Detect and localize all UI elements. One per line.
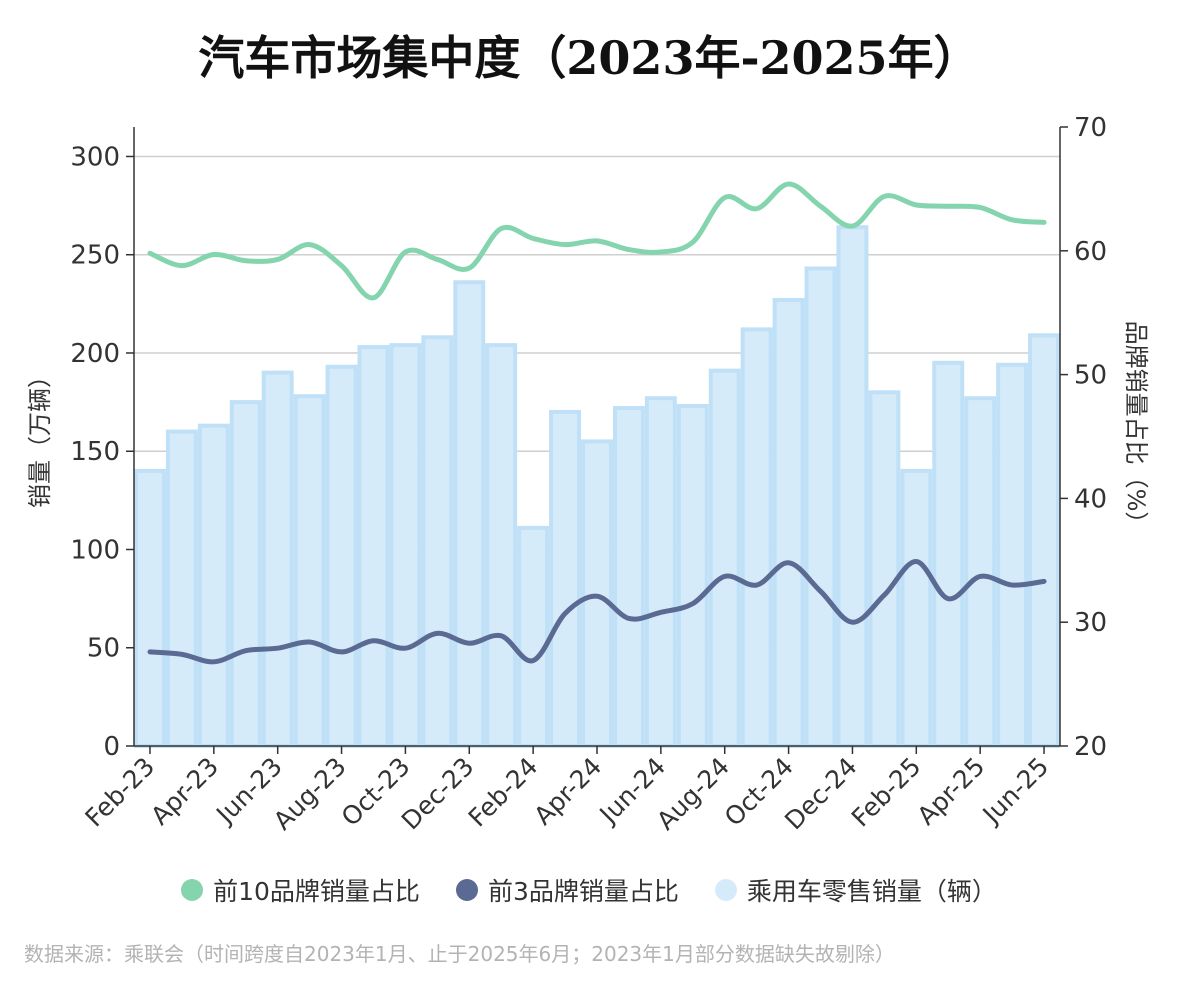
legend-item-top3: 前3品牌销量占比 [455, 872, 679, 908]
left-tick-label-150: 150 [70, 437, 120, 467]
x-tick-label-Apr-24: Apr-24 [528, 752, 607, 831]
left-tick-label-250: 250 [70, 241, 120, 271]
x-tick-label-Aug-24: Aug-24 [651, 752, 735, 836]
x-tick-label-Feb-23: Feb-23 [80, 752, 161, 833]
bar-Jan-24 [485, 343, 518, 748]
bar-May-25 [996, 362, 1029, 748]
x-tick-label-Feb-25: Feb-25 [846, 752, 927, 833]
legend-dot-top3 [455, 879, 478, 901]
right-tick-label-20: 20 [1074, 732, 1107, 762]
bar-Nov-23 [421, 335, 454, 748]
bar-Apr-23 [197, 423, 230, 748]
bar-Jul-24 [676, 404, 709, 748]
bar-Sep-23 [357, 345, 390, 748]
bar-Jul-23 [293, 394, 326, 748]
bar-Aug-24 [708, 368, 741, 748]
legend: 前10品牌销量占比 前3品牌销量占比 乘用车零售销量（辆） [0, 872, 1178, 908]
bar-Mar-24 [549, 409, 582, 748]
x-tick-label-Dec-24: Dec-24 [779, 752, 863, 836]
bar-Dec-24 [836, 225, 869, 748]
bar-Nov-24 [804, 266, 837, 748]
right-tick-label-60: 60 [1074, 237, 1107, 267]
bar-Mar-23 [165, 429, 198, 748]
bar-Feb-25 [900, 468, 933, 748]
bar-Jun-25 [1028, 333, 1061, 748]
bar-Aug-23 [325, 364, 358, 748]
bar-Oct-23 [389, 343, 422, 748]
left-tick-label-0: 0 [103, 732, 120, 762]
x-tick-label-Jun-25: Jun-25 [976, 752, 1054, 830]
left-tick-label-300: 300 [70, 142, 120, 172]
legend-dot-top10 [181, 879, 204, 901]
bar-Feb-24 [517, 525, 550, 749]
left-tick-label-100: 100 [70, 535, 120, 565]
bar-May-23 [229, 400, 262, 748]
left-tick-label-200: 200 [70, 339, 120, 369]
bar-Jun-23 [261, 370, 294, 748]
legend-item-sales: 乘用车零售销量（辆） [714, 872, 997, 908]
right-tick-label-40: 40 [1074, 484, 1107, 514]
x-tick-label-Apr-25: Apr-25 [912, 752, 991, 831]
y2-axis-title: 品牌销量占比（%） [1122, 321, 1150, 536]
legend-label-top10: 前10品牌销量占比 [213, 877, 420, 906]
y-axis-title: 销量（万辆） [26, 364, 54, 508]
source-note: 数据来源：乘联会（时间跨度自2023年1月、止于2025年6月；2023年1月部… [24, 942, 895, 966]
bar-Mar-25 [932, 360, 965, 748]
x-tick-label-Feb-24: Feb-24 [463, 752, 544, 833]
bar-Dec-23 [453, 280, 486, 748]
legend-dot-sales [714, 879, 737, 901]
legend-label-top3: 前3品牌销量占比 [487, 877, 679, 906]
bar-Feb-23 [134, 468, 166, 748]
chart-title: 汽车市场集中度（2023年-2025年） [198, 31, 980, 85]
legend-item-top10: 前10品牌销量占比 [181, 872, 420, 908]
x-tick-label-Apr-23: Apr-23 [145, 752, 224, 831]
bar-Jan-25 [868, 390, 901, 748]
bar-Sep-24 [740, 327, 773, 748]
bar-May-24 [612, 406, 645, 748]
bar-Apr-25 [964, 396, 997, 748]
right-tick-label-30: 30 [1074, 608, 1107, 638]
right-tick-label-70: 70 [1074, 113, 1107, 143]
bar-Jun-24 [644, 396, 677, 748]
right-tick-label-50: 50 [1074, 361, 1107, 391]
left-tick-label-50: 50 [87, 634, 120, 664]
x-tick-label-Dec-23: Dec-23 [396, 752, 480, 836]
legend-label-sales: 乘用车零售销量（辆） [746, 877, 997, 906]
bar-Oct-24 [772, 297, 805, 748]
x-tick-label-Aug-23: Aug-23 [268, 752, 352, 836]
